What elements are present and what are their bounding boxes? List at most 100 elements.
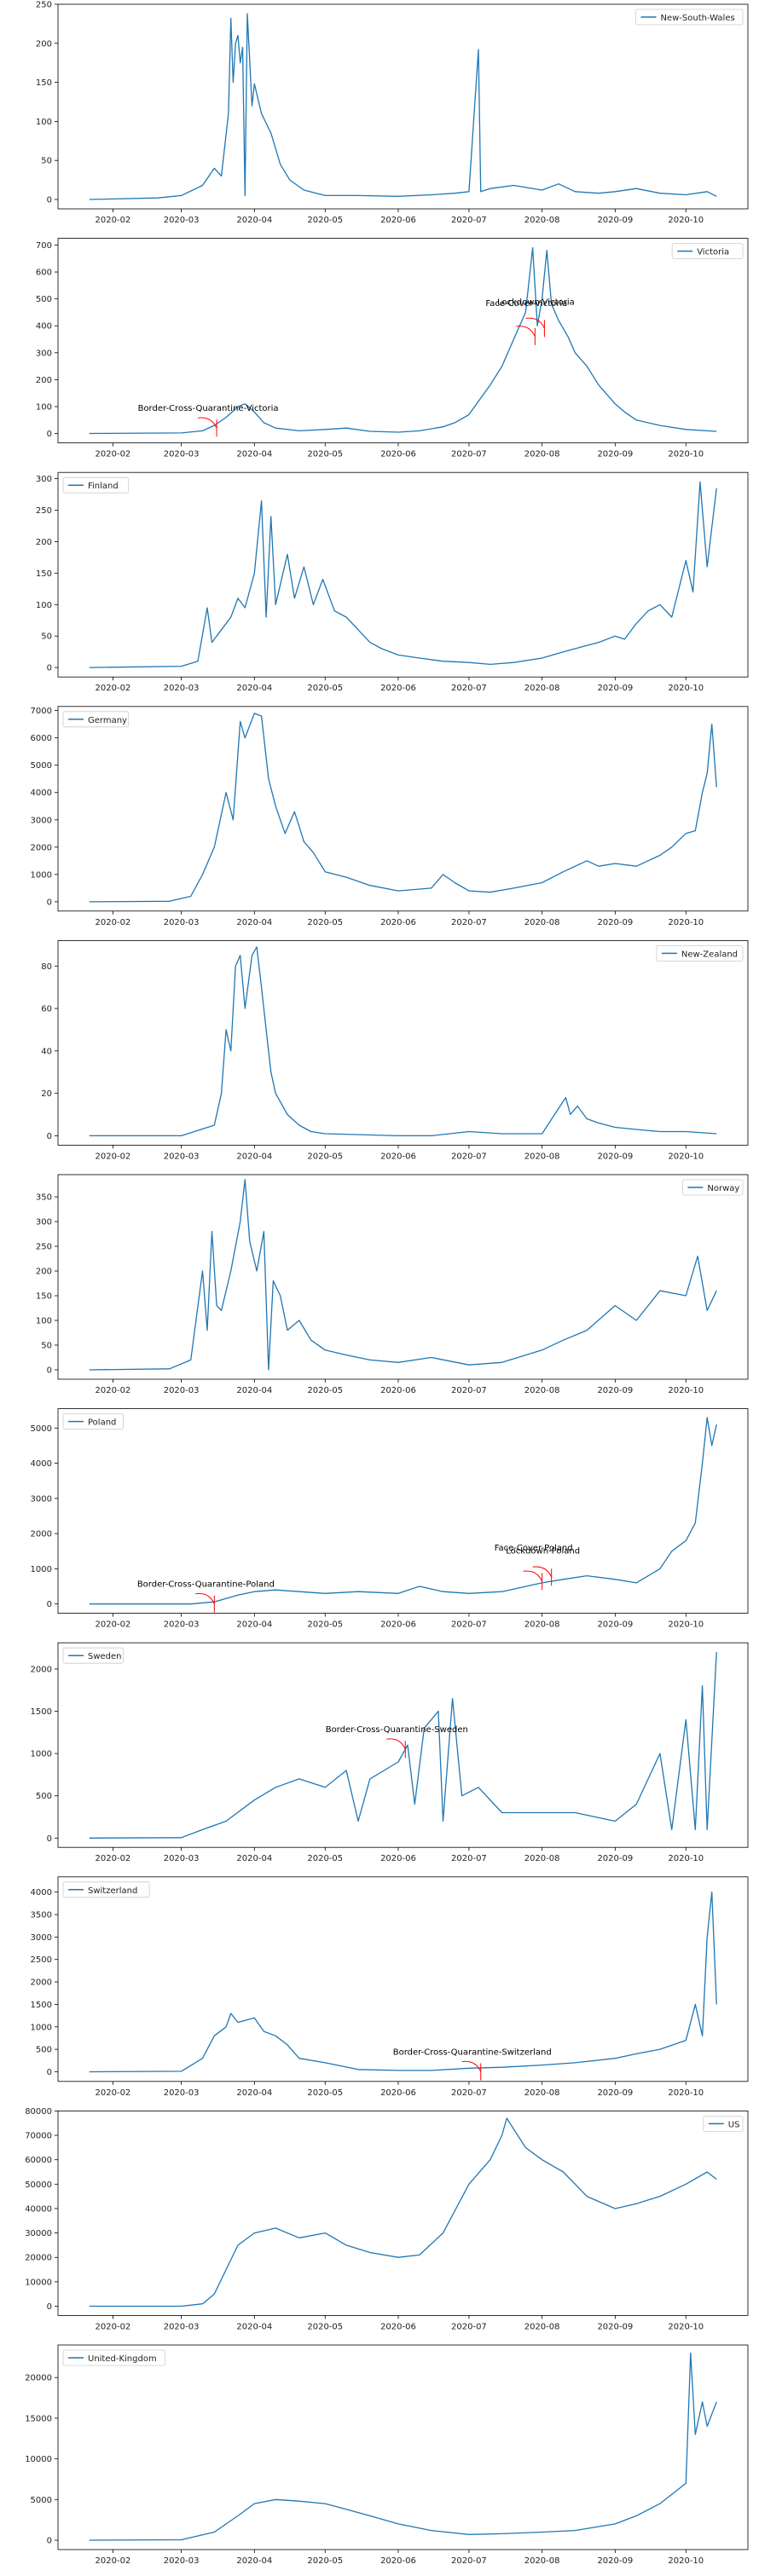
x-tick-label: 2020-03 bbox=[164, 450, 200, 459]
plot-area bbox=[57, 1876, 749, 2082]
legend-box bbox=[62, 1413, 124, 1430]
annotation-label: Face-Cover-Poland bbox=[495, 1544, 573, 1553]
y-tick-label: 0 bbox=[47, 1366, 52, 1375]
y-tick-label: 0 bbox=[47, 1600, 52, 1609]
plot-area bbox=[57, 3, 749, 210]
x-tick-label: 2020-09 bbox=[597, 1152, 633, 1161]
x-tick-label: 2020-09 bbox=[597, 2322, 633, 2331]
chart-panel-8: 2020-02 2020-03 2020-04 2020-05 2020-06 2020-… bbox=[31, 1876, 749, 2098]
x-tick-label: 2020-07 bbox=[451, 2322, 487, 2331]
y-tick-label: 700 bbox=[36, 241, 52, 251]
x-tick-label: 2020-08 bbox=[524, 2322, 560, 2331]
x-tick-label: 2020-10 bbox=[668, 450, 704, 459]
x-tick-label: 2020-09 bbox=[597, 2088, 633, 2098]
x-tick-label: 2020-06 bbox=[380, 684, 416, 693]
plot-area bbox=[57, 706, 749, 912]
y-tick-label: 1000 bbox=[31, 1565, 52, 1574]
annotation-arrow bbox=[532, 1566, 553, 1578]
annotation-arrow bbox=[461, 2060, 482, 2072]
x-tick-label: 2020-10 bbox=[668, 216, 704, 225]
x-tick-label: 2020-06 bbox=[380, 1854, 416, 1863]
x-tick-label: 2020-08 bbox=[524, 684, 560, 693]
x-tick-label: 2020-10 bbox=[668, 684, 704, 693]
x-tick-label: 2020-05 bbox=[307, 1620, 343, 1630]
series-line bbox=[89, 1417, 717, 1605]
chart-panel-0: 2020-02 2020-03 2020-04 2020-05 2020-06 2020-… bbox=[36, 1, 749, 225]
x-tick-label: 2020-04 bbox=[236, 450, 272, 459]
y-tick-label: 2000 bbox=[31, 843, 52, 852]
y-tick-label: 0 bbox=[47, 1132, 52, 1141]
y-tick-label: 300 bbox=[36, 1218, 52, 1227]
legend-label: New-Zealand bbox=[681, 950, 738, 959]
x-tick-label: 2020-04 bbox=[236, 1152, 272, 1161]
y-tick-label: 20000 bbox=[25, 2374, 52, 2383]
plot-area bbox=[57, 1408, 749, 1614]
y-tick-label: 0 bbox=[47, 2302, 52, 2312]
y-tick-label: 4000 bbox=[31, 1459, 52, 1469]
x-tick-label: 2020-05 bbox=[307, 918, 343, 927]
annotation-label: Lockdown-Poland bbox=[506, 1546, 580, 1556]
legend-label: New-South-Wales bbox=[661, 14, 735, 23]
x-tick-label: 2020-08 bbox=[524, 216, 560, 225]
y-tick-label: 60000 bbox=[25, 2156, 52, 2165]
x-tick-label: 2020-03 bbox=[164, 216, 200, 225]
y-tick-label: 2000 bbox=[31, 1530, 52, 1539]
x-tick-label: 2020-07 bbox=[451, 684, 487, 693]
x-tick-label: 2020-04 bbox=[236, 2088, 272, 2098]
chart-panel-2: 2020-02 2020-03 2020-04 2020-05 2020-06 2020-… bbox=[36, 471, 749, 693]
y-tick-label: 5000 bbox=[31, 1424, 52, 1434]
x-tick-label: 2020-05 bbox=[307, 1386, 343, 1395]
y-tick-label: 500 bbox=[36, 295, 52, 304]
legend-label: Norway bbox=[707, 1184, 739, 1193]
y-tick-label: 10000 bbox=[25, 2455, 52, 2464]
chart-panel-7: 2020-02 2020-03 2020-04 2020-05 2020-06 2020-… bbox=[31, 1642, 749, 1863]
x-tick-label: 2020-08 bbox=[524, 918, 560, 927]
legend-label: United-Kingdom bbox=[88, 2354, 157, 2364]
legend-box bbox=[62, 1647, 124, 1664]
x-tick-label: 2020-02 bbox=[96, 918, 131, 927]
y-tick-label: 80 bbox=[41, 962, 52, 972]
x-tick-label: 2020-10 bbox=[668, 1152, 704, 1161]
annotation-label: Border-Cross-Quarantine-Poland bbox=[137, 1580, 275, 1590]
y-tick-label: 40000 bbox=[25, 2204, 52, 2214]
y-tick-label: 50 bbox=[41, 1342, 52, 1351]
x-tick-label: 2020-07 bbox=[451, 450, 487, 459]
y-tick-label: 5000 bbox=[31, 2496, 52, 2505]
x-tick-label: 2020-06 bbox=[380, 2556, 416, 2566]
x-tick-label: 2020-03 bbox=[164, 1854, 200, 1863]
y-tick-label: 400 bbox=[36, 322, 52, 332]
annotation-arrow bbox=[516, 326, 536, 338]
annotation-arrow bbox=[523, 1570, 543, 1582]
y-tick-label: 7000 bbox=[31, 707, 52, 716]
x-tick-label: 2020-09 bbox=[597, 216, 633, 225]
y-tick-label: 1000 bbox=[31, 870, 52, 880]
x-tick-label: 2020-06 bbox=[380, 2088, 416, 2098]
legend-box bbox=[656, 945, 744, 962]
y-tick-label: 3000 bbox=[31, 816, 52, 825]
y-tick-label: 50 bbox=[41, 632, 52, 642]
x-tick-label: 2020-09 bbox=[597, 918, 633, 927]
series-line bbox=[89, 2117, 717, 2307]
y-tick-label: 150 bbox=[36, 569, 52, 579]
x-tick-label: 2020-05 bbox=[307, 2556, 343, 2566]
annotation-arrow bbox=[525, 317, 545, 329]
y-tick-label: 0 bbox=[47, 898, 52, 907]
legend-label: Switzerland bbox=[88, 1886, 137, 1896]
x-tick-label: 2020-09 bbox=[597, 684, 633, 693]
x-tick-label: 2020-05 bbox=[307, 450, 343, 459]
x-tick-label: 2020-05 bbox=[307, 1854, 343, 1863]
x-tick-label: 2020-03 bbox=[164, 684, 200, 693]
legend-box bbox=[62, 711, 130, 728]
plot-area bbox=[57, 2110, 749, 2316]
x-tick-label: 2020-08 bbox=[524, 1152, 560, 1161]
plot-area bbox=[57, 940, 749, 1146]
x-tick-label: 2020-07 bbox=[451, 1620, 487, 1630]
legend-box bbox=[635, 9, 744, 26]
plot-area bbox=[57, 471, 749, 678]
x-tick-label: 2020-02 bbox=[96, 450, 131, 459]
x-tick-label: 2020-02 bbox=[96, 2322, 131, 2331]
series-line bbox=[89, 1652, 717, 1839]
y-tick-label: 4000 bbox=[31, 788, 52, 798]
y-tick-label: 0 bbox=[47, 1834, 52, 1844]
x-tick-label: 2020-09 bbox=[597, 2556, 633, 2566]
